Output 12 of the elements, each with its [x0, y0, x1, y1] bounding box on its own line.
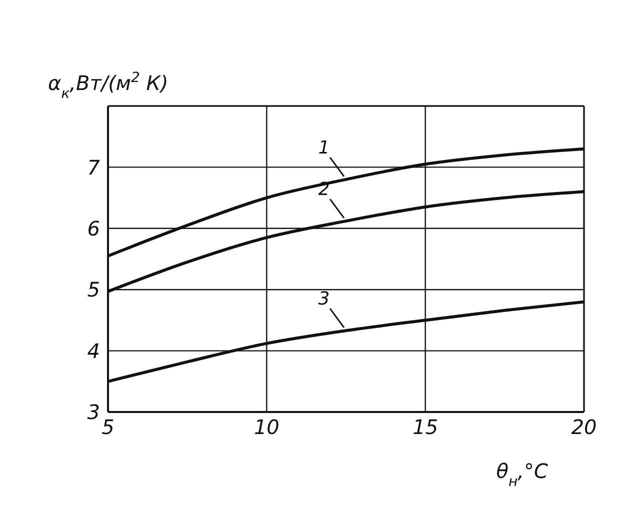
- y-tick-label: 6: [87, 216, 100, 240]
- series-label: 1: [318, 137, 330, 158]
- y-tick-label: 5: [87, 278, 100, 302]
- y-tick-label: 4: [87, 338, 100, 363]
- x-axis-title: θ$_{н}$,°C: [496, 459, 548, 490]
- y-tick-label: 3: [87, 400, 100, 424]
- x-tick-label: 10: [254, 415, 280, 440]
- x-tick-label: 15: [412, 415, 438, 440]
- y-tick-label: 7: [87, 155, 100, 180]
- y-axis-title: α$_{к}$,Вт/(м$^{2}$ К): [48, 70, 168, 102]
- series-label: 3: [318, 288, 330, 310]
- x-tick-label: 20: [571, 415, 597, 440]
